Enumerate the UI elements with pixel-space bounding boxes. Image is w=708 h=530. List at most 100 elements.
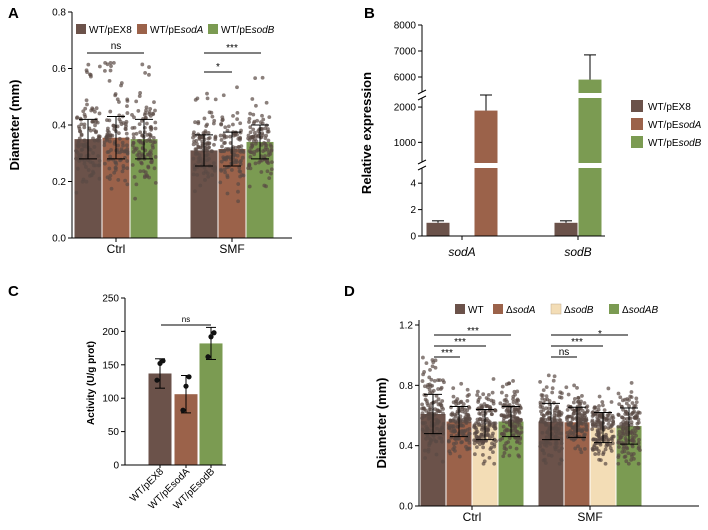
dot-a xyxy=(130,126,135,130)
dot-d xyxy=(435,426,440,431)
dot-d xyxy=(632,431,637,436)
dot-d xyxy=(479,439,484,444)
dot-a xyxy=(96,154,101,158)
dot-d xyxy=(619,424,624,429)
sig-d-smf-dsodab: * xyxy=(598,329,602,340)
dot-a xyxy=(269,171,273,176)
dot-a xyxy=(153,126,158,131)
dot-a xyxy=(236,189,240,194)
dot-d xyxy=(489,412,494,416)
dot-d xyxy=(486,428,490,433)
dot-a xyxy=(90,119,95,124)
dot-d xyxy=(548,433,553,438)
dot-d xyxy=(546,453,551,458)
dot-d xyxy=(616,413,621,418)
dot-a xyxy=(191,142,196,147)
dot-a xyxy=(120,140,125,145)
dot-a xyxy=(134,182,139,187)
legend-b-swatch-wtpesoda xyxy=(631,118,643,130)
dot-d xyxy=(559,441,564,446)
dot-d xyxy=(451,386,456,391)
dot-d xyxy=(512,408,517,412)
dot-a xyxy=(228,134,232,139)
dot-a xyxy=(131,141,136,145)
dot-d xyxy=(635,421,640,426)
dot-a xyxy=(138,169,143,174)
dot-a xyxy=(223,140,227,145)
dot-d xyxy=(488,404,492,409)
dot-d xyxy=(491,401,496,406)
dot-a xyxy=(226,124,231,129)
point-c-1-1 xyxy=(183,383,189,389)
dot-d xyxy=(538,444,543,449)
panel-d-significance: *** *** *** * *** ns xyxy=(434,326,628,359)
dot-a xyxy=(105,62,110,67)
dot-d xyxy=(617,402,622,407)
ytick-b-0: 0 xyxy=(410,232,416,243)
dot-d xyxy=(424,413,429,418)
dot-a xyxy=(237,148,242,153)
panel-b-legend: WT/pEX8 WT/pEsodA WT/pEsodB xyxy=(631,100,702,149)
dot-a xyxy=(265,169,270,174)
dot-a xyxy=(237,165,242,170)
dot-d xyxy=(571,412,576,416)
dot-d xyxy=(429,401,434,406)
dot-a xyxy=(193,98,198,102)
dot-a xyxy=(198,183,203,188)
dot-a xyxy=(78,154,83,158)
dot-a xyxy=(238,169,243,174)
dot-a xyxy=(113,168,118,172)
dot-a xyxy=(92,145,97,149)
dot-a xyxy=(228,147,233,152)
dot-a xyxy=(124,131,129,136)
dot-a xyxy=(107,78,112,83)
dot-a xyxy=(113,92,118,96)
dot-d xyxy=(626,451,631,456)
dot-a xyxy=(260,121,265,126)
dot-d xyxy=(616,453,621,458)
point-c-2-2 xyxy=(211,330,217,336)
panel-a-ylabel: Diameter (mm) xyxy=(7,79,22,170)
dot-a xyxy=(192,139,196,144)
dot-d xyxy=(420,402,425,407)
dot-a xyxy=(219,138,224,142)
dot-a xyxy=(116,131,121,136)
dot-d xyxy=(424,436,428,441)
dot-d xyxy=(481,453,485,457)
dot-a xyxy=(250,142,254,147)
dot-d xyxy=(485,420,490,425)
dot-d xyxy=(576,396,581,400)
dot-d xyxy=(605,442,610,447)
dot-a xyxy=(82,122,87,127)
dot-a xyxy=(266,129,271,134)
dot-d xyxy=(460,440,464,444)
dot-a xyxy=(132,175,137,179)
dot-a xyxy=(88,72,92,77)
ytick-b-8000: 8000 xyxy=(394,21,417,32)
dot-d xyxy=(624,429,629,433)
dot-d xyxy=(498,438,502,442)
dot-a xyxy=(144,105,149,110)
dot-a xyxy=(193,163,197,168)
dot-d xyxy=(440,459,445,464)
dot-d xyxy=(597,436,602,441)
dot-d xyxy=(518,418,523,423)
dot-a xyxy=(125,104,129,108)
dot-d xyxy=(544,443,549,448)
dot-a xyxy=(85,70,89,74)
dot-d xyxy=(429,428,433,433)
dot-d xyxy=(514,446,519,451)
dot-a xyxy=(146,165,151,170)
dot-a xyxy=(229,168,234,172)
dot-d xyxy=(629,395,634,400)
dot-a xyxy=(97,111,102,116)
dot-a xyxy=(109,186,114,191)
dot-a xyxy=(193,120,197,125)
bar-c-2 xyxy=(199,343,223,465)
dot-a xyxy=(198,156,203,161)
dot-d xyxy=(597,457,602,462)
dot-a xyxy=(150,143,155,148)
dot-d xyxy=(623,436,628,441)
dot-a xyxy=(143,71,148,75)
dot-d xyxy=(493,408,497,413)
